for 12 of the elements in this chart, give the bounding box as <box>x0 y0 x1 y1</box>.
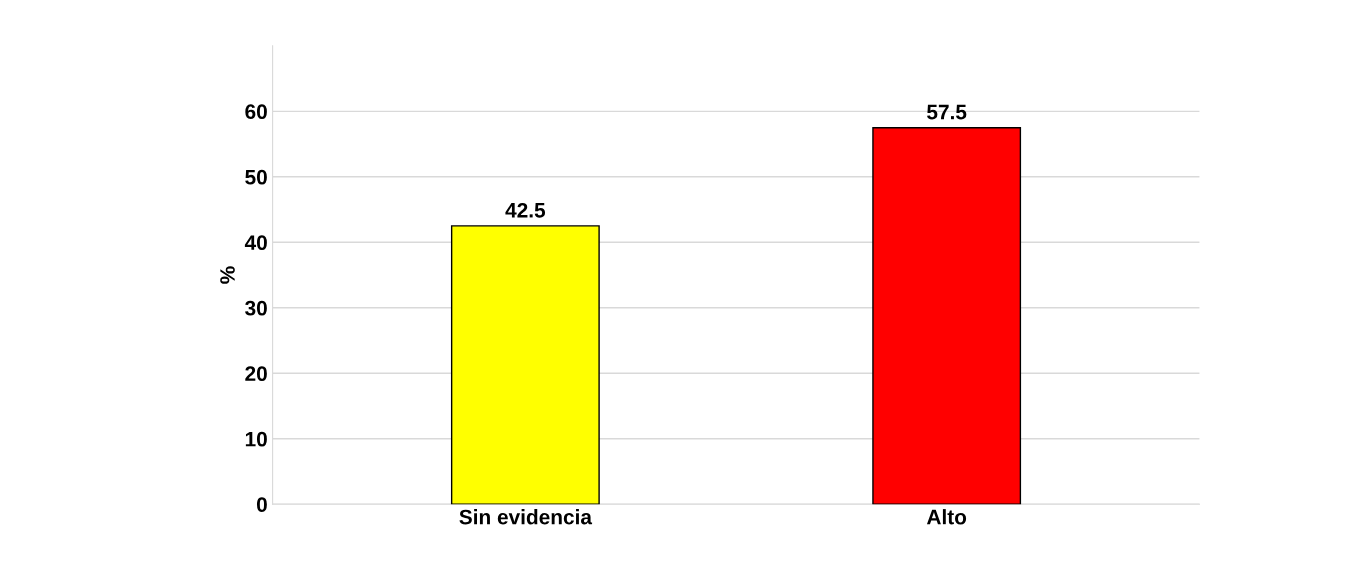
y-axis-title: % <box>220 266 235 284</box>
y-tick-label: 0 <box>256 497 267 512</box>
y-tick-label: 60 <box>245 104 267 120</box>
x-tick-label: Sin evidencia <box>459 509 593 525</box>
y-tick-label: 10 <box>245 431 267 447</box>
y-tick-label: 50 <box>245 169 267 185</box>
y-tick-label: 30 <box>245 300 267 316</box>
y-tick-label: 20 <box>245 366 267 382</box>
data-label: 42.5 <box>505 202 546 218</box>
data-label: 57.5 <box>927 104 967 120</box>
x-tick-label: Alto <box>926 509 967 525</box>
y-tick-label: 40 <box>244 235 267 251</box>
